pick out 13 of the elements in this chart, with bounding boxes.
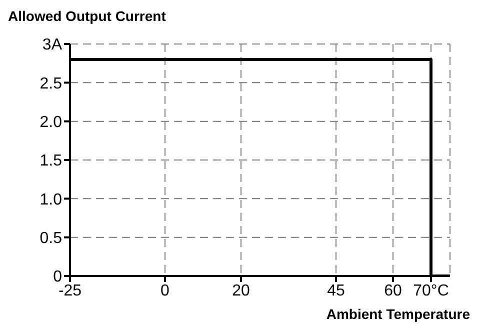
x-tick-label: 20 — [232, 282, 250, 300]
chart-title: Allowed Output Current — [8, 8, 166, 24]
x-tick-label: 45 — [327, 282, 345, 300]
y-tick-label: 2.0 — [40, 114, 62, 132]
y-tick-label: 3A — [42, 36, 62, 54]
y-tick-label: 1.0 — [40, 191, 62, 208]
y-tick-label: 1.5 — [40, 152, 62, 170]
y-tick-label: 0.5 — [40, 230, 62, 248]
y-tick-label: 2.5 — [40, 75, 62, 92]
x-tick-label: 0 — [160, 282, 170, 300]
x-tick-label: 70°C — [413, 282, 449, 300]
x-axis-title: Ambient Temperature — [326, 306, 470, 322]
x-tick-label: 60 — [384, 282, 402, 300]
